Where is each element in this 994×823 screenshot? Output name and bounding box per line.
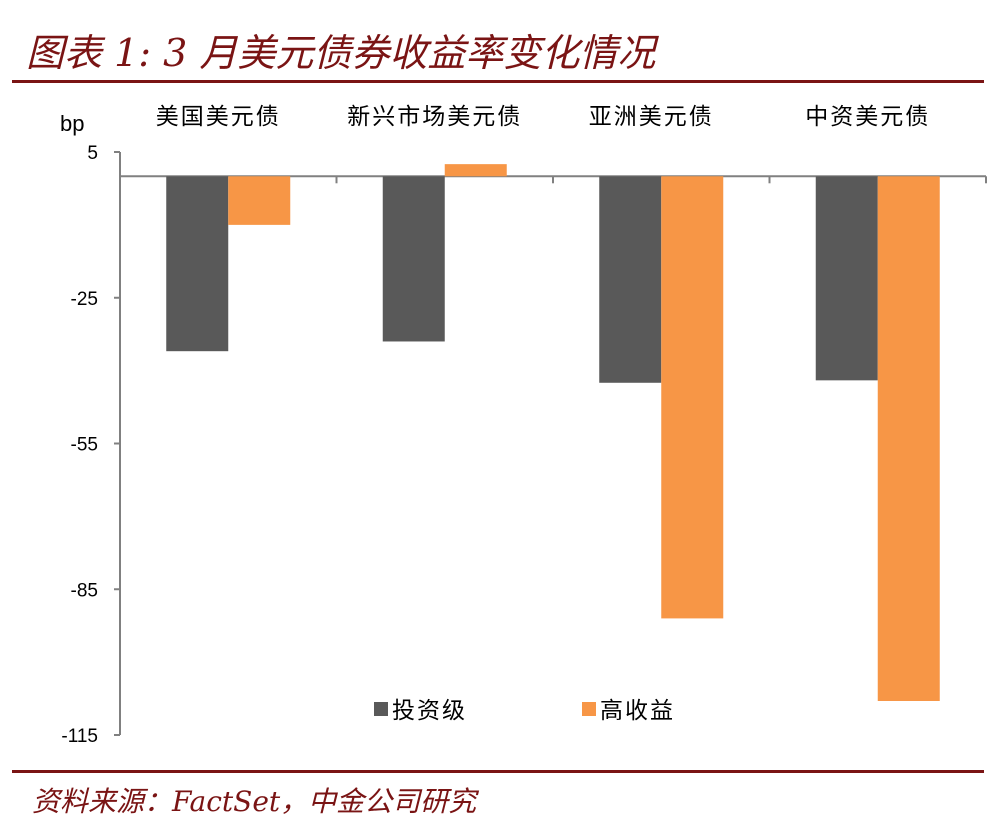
y-tick-label: 5	[87, 143, 98, 164]
legend-label: 投资级	[392, 698, 467, 724]
legend-swatch	[582, 702, 596, 716]
bar	[877, 176, 940, 701]
y-axis-label: bp	[60, 111, 84, 136]
footer-rule	[12, 770, 984, 773]
bar	[444, 164, 507, 177]
bar	[661, 176, 724, 619]
y-tick-label: -25	[71, 289, 98, 310]
category-label: 亚洲美元债	[589, 104, 714, 130]
y-tick-label: -115	[61, 726, 98, 747]
category-label: 美国美元债	[156, 104, 281, 130]
bar	[815, 176, 878, 381]
source-note: 资料来源：FactSet，中金公司研究	[32, 785, 477, 818]
y-tick-label: -85	[71, 580, 98, 601]
page-title: 图表 1: 3 月美元债券收益率变化情况	[26, 31, 656, 75]
bars	[166, 164, 940, 701]
bar	[228, 176, 291, 225]
bar	[166, 176, 229, 352]
category-label: 中资美元债	[805, 104, 930, 130]
category-labels: 美国美元债 新兴市场美元债 亚洲美元债 中资美元债	[156, 104, 930, 130]
legend: 投资级 高收益	[374, 698, 675, 724]
category-label: 新兴市场美元债	[347, 104, 522, 130]
legend-label: 高收益	[600, 698, 675, 724]
bar	[599, 176, 662, 383]
y-tick-label: -55	[71, 435, 98, 456]
bar	[382, 176, 445, 342]
legend-swatch	[374, 702, 388, 716]
title-rule	[12, 80, 984, 83]
